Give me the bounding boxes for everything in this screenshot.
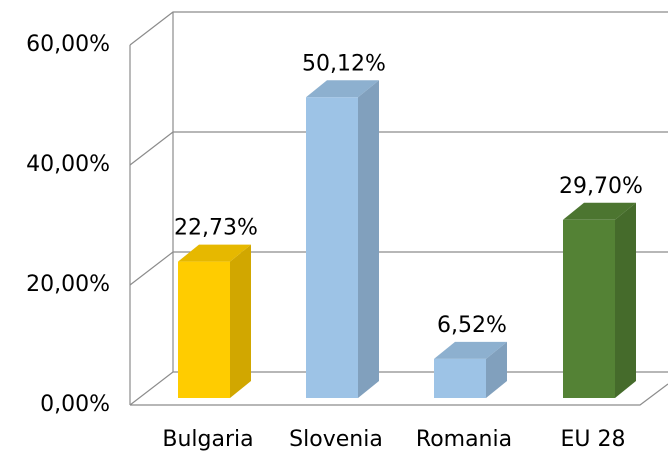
bar-top (563, 202, 636, 220)
value-label: 50,12% (302, 51, 386, 76)
y-tick-label: 20,00% (26, 272, 110, 297)
bar (434, 358, 486, 398)
back-wall-edge (129, 12, 174, 405)
grid-line (129, 251, 668, 286)
x-tick-label: Bulgaria (162, 427, 253, 452)
y-tick-label: 60,00% (26, 32, 110, 57)
value-label: 22,73% (174, 216, 258, 241)
bar-side (358, 80, 379, 398)
x-tick-label: Slovenia (289, 427, 383, 452)
value-label: 6,52% (437, 313, 507, 338)
bar-side (230, 244, 251, 398)
bar-top (306, 80, 379, 98)
y-tick-label: 40,00% (26, 152, 110, 177)
bar (306, 97, 358, 398)
grid-line (129, 11, 668, 46)
bar-side (615, 202, 636, 398)
bar-side (486, 341, 507, 398)
bar (563, 219, 615, 398)
bar-top (178, 244, 251, 262)
x-tick-label: EU 28 (561, 427, 626, 452)
x-tick-label: Romania (416, 427, 512, 452)
grid-line (129, 131, 668, 166)
bar (178, 261, 230, 398)
value-label: 29,70% (559, 174, 643, 199)
bar-top (434, 341, 507, 359)
y-tick-label: 0,00% (40, 392, 110, 417)
